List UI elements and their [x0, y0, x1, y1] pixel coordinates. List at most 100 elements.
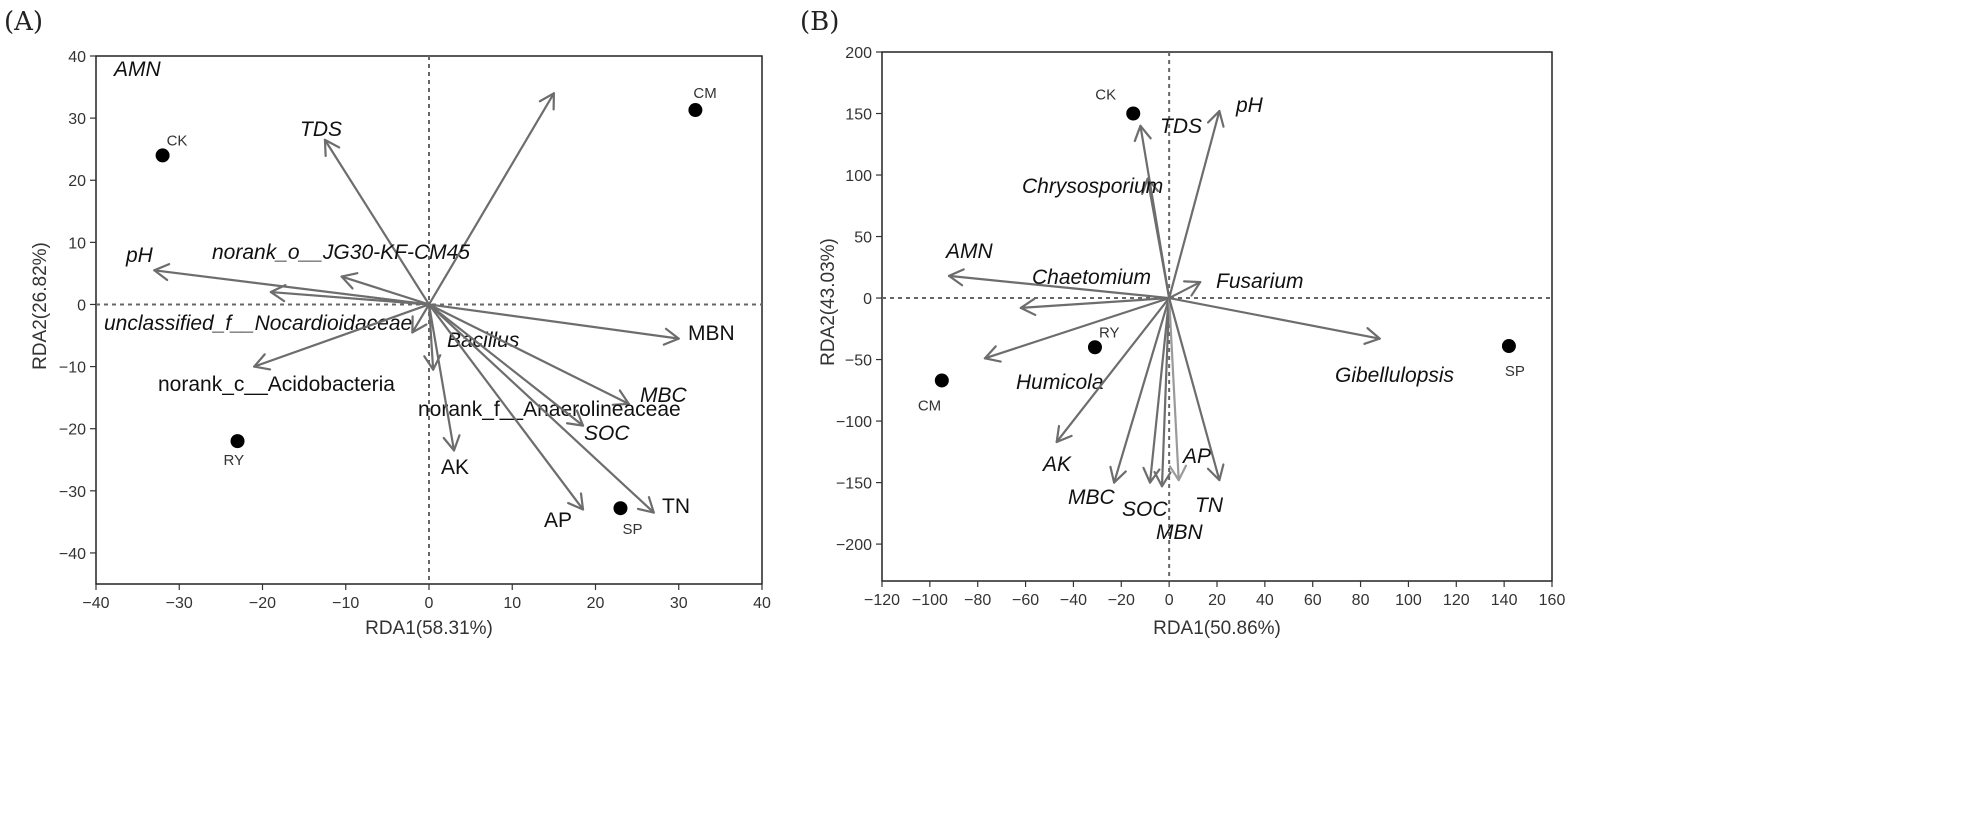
- vector-label-fusarium: Fusarium: [1216, 270, 1304, 293]
- sample-point-cm: [934, 373, 949, 388]
- vector-label-tds: TDS: [1160, 115, 1202, 138]
- vector-label-bacillus: Bacillus: [447, 329, 520, 352]
- y-tick-label: −50: [845, 353, 872, 370]
- vector-label-soc: SOC: [1122, 498, 1168, 521]
- vector-label-tn: TN: [1195, 494, 1224, 517]
- x-tick-label: 80: [1352, 592, 1370, 609]
- vector-label-norank-c-acidobacteria: norank_c__Acidobacteria: [158, 373, 395, 396]
- y-tick-label: −200: [836, 537, 872, 554]
- sample-label-ck: CK: [167, 132, 188, 149]
- vector-arrow-ph: [153, 262, 431, 306]
- x-tick-label: 60: [1304, 592, 1322, 609]
- vector-arrow-mbc: [427, 303, 630, 406]
- y-tick-label: 100: [845, 168, 872, 185]
- vector-arrow-soc: [1142, 296, 1171, 484]
- y-tick-label: 40: [68, 49, 86, 66]
- vector-arrow-mbc: [1109, 296, 1171, 484]
- sample-point-ck: [1126, 106, 1141, 121]
- y-tick-label: 150: [845, 107, 872, 124]
- vector-arrow-mbn: [1153, 296, 1172, 488]
- panel-b-label: (B): [800, 7, 839, 37]
- x-tick-label: −40: [82, 595, 109, 612]
- sample-point-sp: [1501, 339, 1516, 354]
- vector-arrow-chaetomium: [1019, 296, 1171, 317]
- x-tick-label: 40: [1256, 592, 1274, 609]
- sample-point-ry: [1087, 340, 1102, 355]
- sample-point-cm: [688, 103, 703, 118]
- vector-label-ap: AP: [1181, 445, 1211, 468]
- sample-label-ry: RY: [224, 452, 245, 469]
- vector-arrow-fusarium: [1168, 280, 1202, 300]
- vector-arrow-gibellulopsis: [1168, 296, 1381, 345]
- x-tick-label: 10: [503, 595, 521, 612]
- vector-arrow-unclassified-f-nocardioidaceae: [269, 284, 431, 306]
- x-tick-label: −20: [1108, 592, 1135, 609]
- x-tick-label: −60: [1012, 592, 1039, 609]
- y-tick-label: −40: [59, 546, 86, 563]
- y-tick-label: −10: [59, 360, 86, 377]
- x-axis-title: RDA1(58.31%): [365, 618, 493, 639]
- vector-label-chaetomium: Chaetomium: [1032, 266, 1151, 289]
- x-tick-label: −10: [332, 595, 359, 612]
- y-tick-label: 200: [845, 45, 872, 62]
- y-tick-label: 20: [68, 173, 86, 190]
- x-tick-label: 120: [1443, 592, 1470, 609]
- vector-arrow-ap: [1168, 296, 1188, 482]
- y-tick-label: 10: [68, 235, 86, 252]
- x-tick-label: −100: [912, 592, 948, 609]
- y-tick-label: 30: [68, 111, 86, 128]
- vector-arrow-ap: [427, 303, 585, 511]
- vector-arrow-norank-c-acidobacteria: [253, 303, 431, 371]
- vector-label-norank-f-anaerolineaceae: norank_f__Anaerolineaceae: [418, 398, 681, 421]
- y-tick-label: −150: [836, 476, 872, 493]
- y-axis-title: RDA2(43.03%): [818, 238, 839, 366]
- y-tick-label: 0: [863, 291, 872, 308]
- vector-arrow-ak: [427, 303, 461, 452]
- x-tick-label: 40: [753, 595, 771, 612]
- sample-label-sp: SP: [622, 521, 642, 538]
- y-axis-title: RDA2(26.82%): [30, 242, 51, 370]
- vector-label-ak: AK: [441, 456, 469, 479]
- vector-arrow-norank-o-jg30-kf-cm45: [340, 272, 431, 306]
- vector-arrow-amn: [947, 268, 1171, 300]
- vector-label-ak: AK: [1041, 453, 1072, 476]
- x-tick-label: 30: [670, 595, 688, 612]
- panel-a-label: (A): [4, 7, 43, 37]
- vector-label-amn: AMN: [112, 58, 162, 81]
- vector-arrow-mbn: [427, 303, 680, 346]
- vector-arrow-tn: [427, 303, 655, 514]
- x-axis-title: RDA1(50.86%): [1153, 618, 1281, 639]
- sample-point-ck: [155, 148, 170, 163]
- vector-label-tn: TN: [662, 495, 690, 518]
- sample-label-sp: SP: [1505, 363, 1525, 380]
- x-tick-label: −120: [864, 592, 900, 609]
- vector-arrow-norank-f-anaerolineaceae: [411, 303, 431, 334]
- y-tick-label: −100: [836, 414, 872, 431]
- vector-arrow-bacillus: [423, 303, 442, 371]
- x-tick-label: 0: [425, 595, 434, 612]
- x-tick-label: 0: [1165, 592, 1174, 609]
- vector-arrow-soc: [427, 303, 585, 427]
- vector-label-tds: TDS: [300, 118, 342, 141]
- vector-arrow-tn: [1168, 296, 1225, 482]
- sample-label-cm: CM: [693, 85, 716, 102]
- vector-label-norank-o-jg30-kf-cm45: norank_o__JG30-KF-CM45: [212, 241, 470, 264]
- sample-point-sp: [613, 501, 628, 516]
- panel-a-chart: (A) −40 −30 −20 −10 0 10 20 30 40 −40 −30 −20 −10 0 10 2…: [4, 7, 771, 639]
- vector-label-mbc: MBC: [1068, 486, 1116, 509]
- vector-label-ph: pH: [125, 244, 154, 267]
- vector-label-chrysosporium: Chrysosporium: [1022, 175, 1163, 198]
- vector-label-unclassified-f-nocardioidaceae: unclassified_f__Nocardioidaceae: [104, 312, 412, 335]
- x-tick-label: 140: [1491, 592, 1518, 609]
- vector-arrow-tds: [323, 138, 431, 306]
- x-tick-label: 100: [1395, 592, 1422, 609]
- x-tick-label: −20: [249, 595, 276, 612]
- vector-label-mbc: MBC: [640, 384, 688, 407]
- sample-label-ry: RY: [1099, 324, 1120, 341]
- vector-label-soc: SOC: [584, 422, 630, 445]
- vector-label-amn: AMN: [944, 240, 994, 263]
- panel-b-chart: (B)−120 −100 −80 −60 −40 −20 0 20 40 60 80 100 120 14…: [800, 7, 1565, 639]
- vector-arrow-chrysosporium: [1141, 177, 1171, 300]
- x-tick-label: −40: [1060, 592, 1087, 609]
